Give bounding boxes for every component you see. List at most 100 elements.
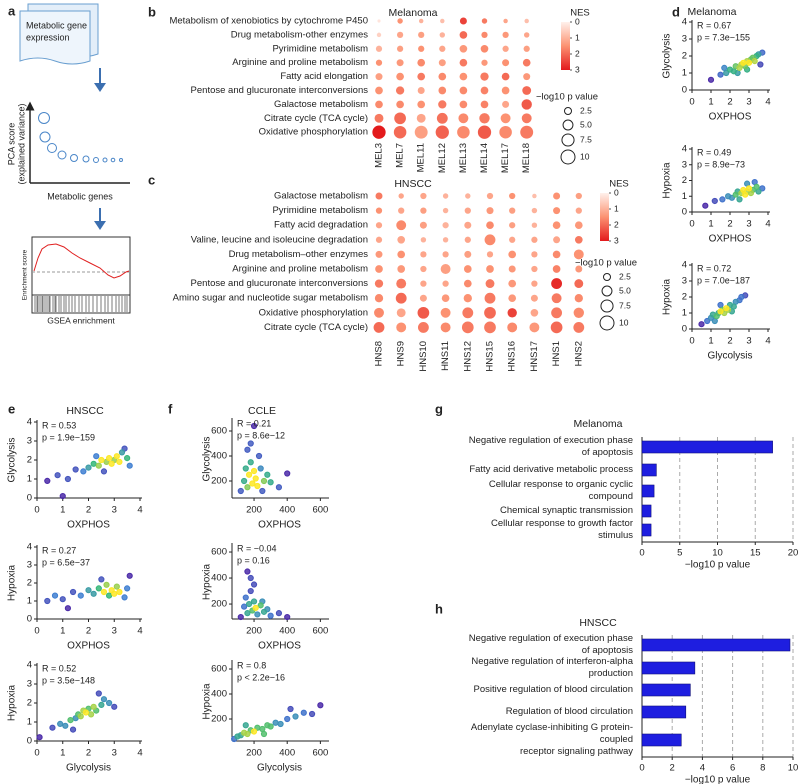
- dot: [377, 19, 381, 23]
- row-label: Arginine and proline metabolism: [232, 57, 368, 68]
- dot: [484, 234, 496, 246]
- dot: [486, 192, 494, 200]
- point: [698, 321, 705, 328]
- dot: [374, 113, 384, 123]
- point: [82, 709, 90, 716]
- y-tick-label: 1: [682, 68, 687, 79]
- y-tick-label: 2: [27, 698, 32, 709]
- column-label: HNS11: [440, 341, 451, 371]
- dot: [529, 322, 540, 333]
- dot: [522, 86, 532, 95]
- point: [241, 477, 248, 485]
- x-tick-label: 200: [246, 626, 262, 637]
- dot: [375, 192, 383, 200]
- x-tick-label: 400: [279, 626, 295, 637]
- row-label: Pyrimidine metabolism: [272, 205, 368, 216]
- dot: [575, 207, 582, 214]
- dot: [462, 307, 474, 319]
- point: [254, 482, 261, 490]
- point: [284, 715, 291, 723]
- dot: [375, 207, 383, 214]
- x-tick-label: 600: [312, 626, 328, 637]
- y-tick-label: 200: [211, 476, 227, 487]
- colorbar-tick-label: 0: [614, 187, 619, 197]
- row-label: Pentose and glucuronate interconversions: [191, 278, 369, 289]
- dot: [502, 59, 510, 67]
- dot: [458, 113, 469, 124]
- dot: [509, 192, 516, 200]
- row-label: Pyrimidine metabolism: [272, 43, 368, 54]
- colorbar: [600, 193, 609, 241]
- row-label: Arginine and proline metabolism: [232, 264, 368, 275]
- dot: [459, 72, 468, 81]
- arrow-head: [94, 83, 106, 92]
- point: [719, 196, 726, 203]
- y-tick-label: 400: [211, 573, 227, 584]
- dot: [420, 280, 427, 287]
- annotation: p = 1.9e−159: [42, 432, 95, 442]
- point: [241, 603, 248, 610]
- dot: [575, 265, 583, 273]
- x-tick-label: 3: [112, 505, 117, 516]
- size-legend-label: 5.0: [580, 119, 592, 129]
- gsea-curve: [33, 243, 130, 279]
- row-label: Amino sugar and nucleotide sugar metabol…: [173, 293, 368, 304]
- size-legend-label: 10: [580, 151, 590, 161]
- point: [124, 455, 131, 462]
- category-label: Negative regulation of execution phase o…: [468, 435, 633, 458]
- y-tick-label: 600: [211, 547, 227, 558]
- row-label: Citrate cycle (TCA cycle): [264, 113, 368, 124]
- column-label: MEL7: [395, 143, 406, 168]
- size-legend-label: 5.0: [619, 285, 631, 295]
- point: [111, 590, 118, 597]
- point: [259, 725, 266, 733]
- dot: [416, 113, 426, 123]
- dot: [486, 265, 494, 273]
- dot: [464, 221, 472, 229]
- dot: [521, 99, 532, 110]
- x-tick-label: 4: [137, 505, 142, 516]
- point: [100, 468, 108, 475]
- dot: [397, 18, 403, 24]
- dot: [395, 86, 405, 95]
- point: [126, 462, 133, 469]
- annotation: p = 0.16: [237, 555, 270, 565]
- size-legend-circle: [562, 119, 574, 131]
- column-label: MEL3: [374, 143, 385, 168]
- y-tick-label: 0: [682, 324, 687, 335]
- y-tick-label: 600: [211, 426, 227, 437]
- colorbar-tick-label: 0: [575, 16, 580, 26]
- point: [244, 610, 251, 617]
- x-tick-label: 0: [689, 336, 694, 347]
- dot: [417, 72, 426, 81]
- dot: [530, 294, 538, 302]
- y-tick-label: 0: [27, 736, 32, 747]
- dot: [397, 250, 406, 259]
- point: [717, 71, 724, 78]
- point: [62, 722, 69, 729]
- size-legend-label: 7.5: [580, 134, 592, 144]
- point: [287, 705, 294, 713]
- point: [100, 696, 108, 703]
- dot: [374, 307, 384, 318]
- point: [85, 587, 92, 594]
- dot: [502, 100, 510, 108]
- dot: [435, 125, 449, 139]
- point: [713, 313, 720, 320]
- x-tick-label: 2: [727, 219, 732, 230]
- dot: [442, 207, 449, 214]
- point: [260, 477, 268, 485]
- annotation: R = 0.21: [237, 418, 271, 428]
- point: [704, 317, 711, 325]
- dot: [438, 86, 447, 95]
- dot: [509, 236, 516, 243]
- dot: [523, 45, 530, 52]
- panel-title: CCLE: [248, 405, 276, 417]
- panel-title: HNSCC: [394, 178, 432, 190]
- x-axis-label: −log10 p value: [685, 775, 751, 784]
- bar: [641, 638, 791, 652]
- point: [93, 453, 100, 460]
- y-axis-label: Glycolysis: [202, 436, 213, 481]
